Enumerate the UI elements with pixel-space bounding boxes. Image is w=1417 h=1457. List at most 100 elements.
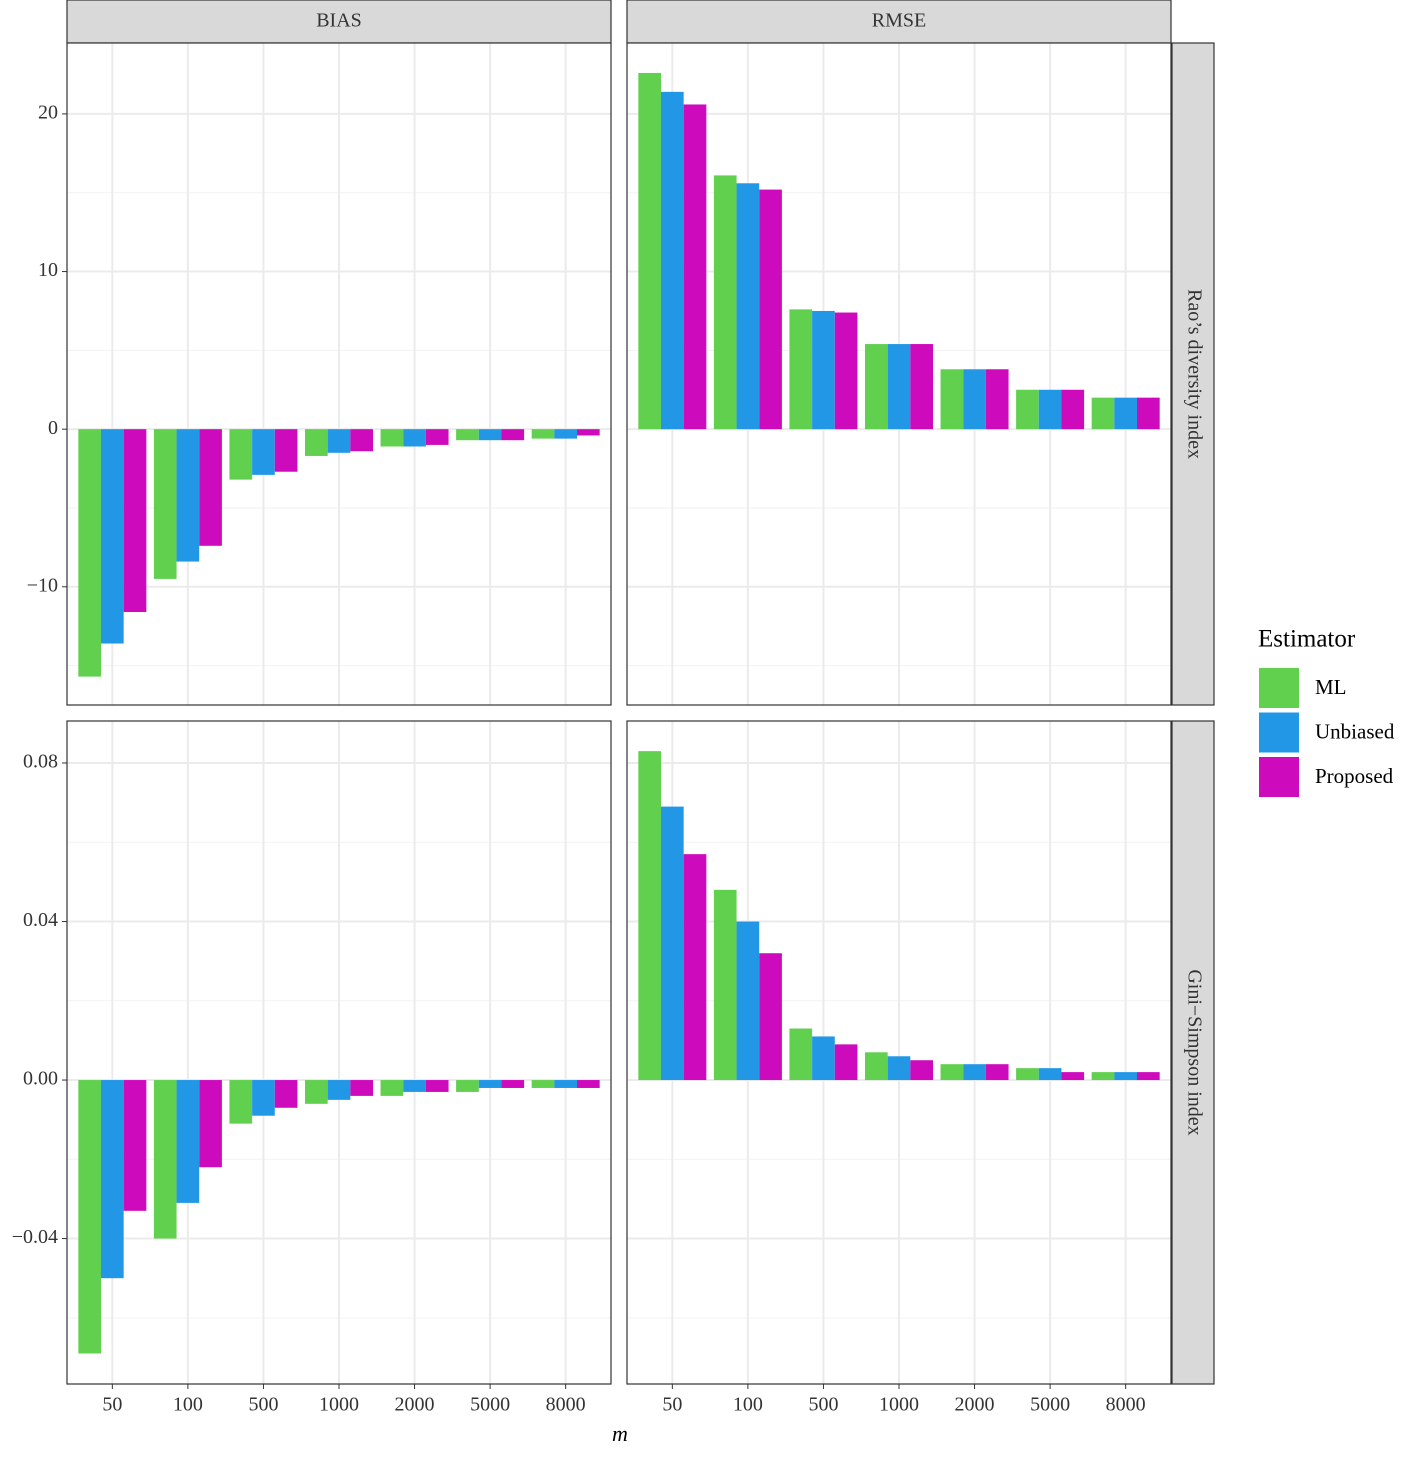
bar (736, 921, 760, 1081)
y-tick-label: 10 (38, 259, 58, 281)
bar (123, 429, 147, 613)
bar (274, 429, 298, 472)
bar (425, 429, 449, 445)
bar (683, 104, 707, 430)
bar (531, 429, 555, 439)
bar (229, 429, 253, 480)
bar (199, 429, 222, 546)
bar (865, 1052, 888, 1081)
bar (305, 429, 328, 456)
y-tick-label: 0.08 (23, 751, 58, 773)
bar (101, 429, 124, 644)
bar (985, 1064, 1009, 1081)
bar (887, 344, 911, 430)
bar (456, 1080, 479, 1092)
bar (1061, 1072, 1085, 1081)
bar (887, 1056, 911, 1081)
facet-strip (1171, 720, 1215, 1385)
bar (229, 1080, 253, 1124)
panel-border (66, 42, 612, 706)
x-tick-label: 5000 (470, 1394, 510, 1416)
y-tick-label: 20 (38, 102, 58, 124)
bar (812, 1036, 835, 1081)
bar (327, 1080, 351, 1100)
bar (963, 369, 986, 430)
x-tick-label: 2000 (395, 1394, 435, 1416)
bar (478, 429, 502, 441)
y-tick-label: −0.04 (12, 1226, 58, 1248)
legend-label: Unbiased (1315, 719, 1395, 743)
bar (940, 1064, 964, 1081)
bar (327, 429, 351, 453)
bar (834, 312, 858, 430)
bar (713, 175, 737, 430)
bar (554, 1080, 577, 1088)
bar (380, 1080, 404, 1096)
bar (789, 1028, 813, 1081)
bar (940, 369, 964, 430)
bar (1091, 397, 1115, 430)
bar (1061, 389, 1085, 430)
legend-swatch (1259, 757, 1299, 797)
bar (78, 1080, 101, 1354)
bar (713, 889, 737, 1081)
bar (176, 429, 200, 562)
bar (350, 429, 373, 452)
bar (153, 429, 177, 579)
legend-label: Proposed (1315, 764, 1394, 788)
bar (456, 429, 479, 441)
bar (1016, 1068, 1039, 1081)
x-tick-label: 50 (102, 1394, 122, 1416)
bar (834, 1044, 858, 1081)
bar (531, 1080, 555, 1088)
bar (305, 1080, 328, 1104)
bar (350, 1080, 373, 1096)
bar (1114, 397, 1137, 430)
bar (910, 1060, 933, 1081)
bar (380, 429, 404, 447)
bar (554, 429, 577, 439)
bar (403, 1080, 426, 1092)
legend-swatch (1259, 668, 1299, 708)
bar (985, 369, 1009, 430)
x-tick-label: 8000 (1106, 1394, 1146, 1416)
bar (577, 429, 600, 436)
facet-column-label: RMSE (872, 10, 926, 32)
y-tick-label: 0.04 (23, 909, 58, 931)
facet-strip (66, 0, 612, 44)
bar (252, 1080, 275, 1116)
panel-border (626, 42, 1172, 706)
x-tick-label: 2000 (955, 1394, 995, 1416)
bar (638, 751, 661, 1081)
x-tick-label: 1000 (319, 1394, 359, 1416)
bar (1016, 389, 1039, 430)
bar (759, 953, 782, 1081)
bar (759, 189, 782, 430)
bar (101, 1080, 124, 1279)
bar (736, 183, 760, 430)
facet-row-label: Rao’s diversity index (1183, 289, 1205, 459)
x-tick-label: 8000 (546, 1394, 586, 1416)
bar (1137, 397, 1160, 430)
legend-title: Estimator (1258, 626, 1356, 653)
bar (1038, 389, 1062, 430)
bar (683, 854, 707, 1081)
bar (1137, 1072, 1160, 1081)
bar (638, 72, 661, 430)
x-tick-label: 500 (808, 1394, 838, 1416)
facet-strip (1171, 42, 1215, 706)
bar (425, 1080, 449, 1092)
x-axis-label: m (612, 1421, 628, 1446)
bar (910, 344, 933, 430)
bar (963, 1064, 986, 1081)
bar (812, 310, 835, 430)
facet-column-label: BIAS (316, 10, 362, 32)
facet-row-label: Gini−Simpson index (1183, 969, 1205, 1135)
y-tick-label: −10 (27, 574, 58, 596)
bar (501, 1080, 525, 1088)
x-tick-label: 50 (662, 1394, 682, 1416)
x-tick-label: 100 (173, 1394, 203, 1416)
bar (1038, 1068, 1062, 1081)
bar (1114, 1072, 1137, 1081)
